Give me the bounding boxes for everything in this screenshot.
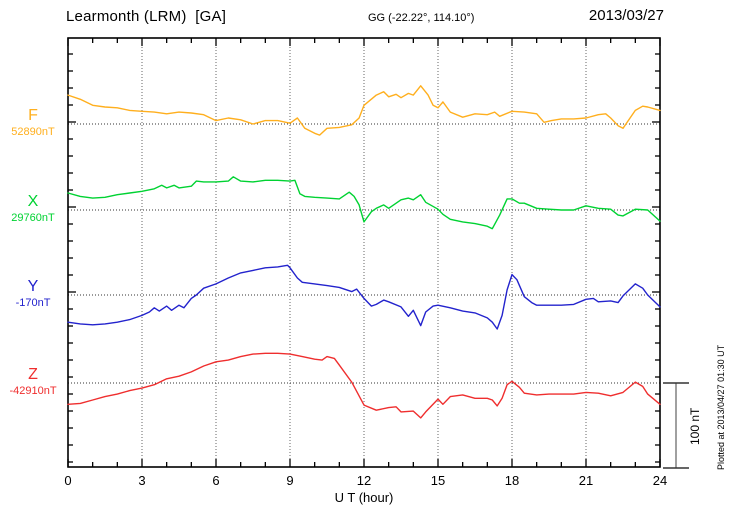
trace-F [67,85,661,136]
series-letter: Y [27,278,39,295]
series-baseline-value: 52890nT [11,126,55,138]
series-baseline-value: -170nT [15,297,51,309]
x-tick-label-15: 15 [430,473,446,488]
trace-X [67,176,661,230]
x-tick-label-9: 9 [286,473,294,488]
plot-border [67,37,661,468]
x-axis-title: U T (hour) [334,490,394,505]
x-tick-label-12: 12 [356,473,372,488]
trace-Y [67,264,661,330]
series-label-X: X 29760nT [2,194,64,224]
series-letter: Z [28,366,38,383]
trace-Z [67,352,661,419]
series-label-Z: Z -42910nT [2,367,64,397]
series-label-Y: Y -170nT [2,279,64,309]
series-letter: X [27,193,39,210]
plotted-timestamp-note: Plotted at 2013/04/27 01:30 UT [716,344,726,470]
series-baseline-value: 29760nT [11,212,55,224]
vertical-gridlines [141,38,587,467]
scale-bar-label: 100 nT [688,407,702,445]
plot-frame [67,37,661,468]
x-tick-label-24: 24 [652,473,668,488]
series-letter: F [28,107,38,124]
series-baseline-value: -42910nT [9,385,57,397]
plot-date: 2013/03/27 [588,7,664,24]
geo-coordinates: GG (-22.22°, 114.10°) [368,12,475,24]
x-tick-label-6: 6 [212,473,220,488]
axis-ticks [67,38,661,467]
scale-bar [663,382,689,469]
x-tick-label-0: 0 [64,473,72,488]
series-label-F: F 52890nT [2,108,64,138]
x-tick-label-21: 21 [578,473,594,488]
x-tick-label-3: 3 [138,473,146,488]
x-tick-label-18: 18 [504,473,520,488]
station-title: Learmonth (LRM) [GA] [66,8,227,25]
